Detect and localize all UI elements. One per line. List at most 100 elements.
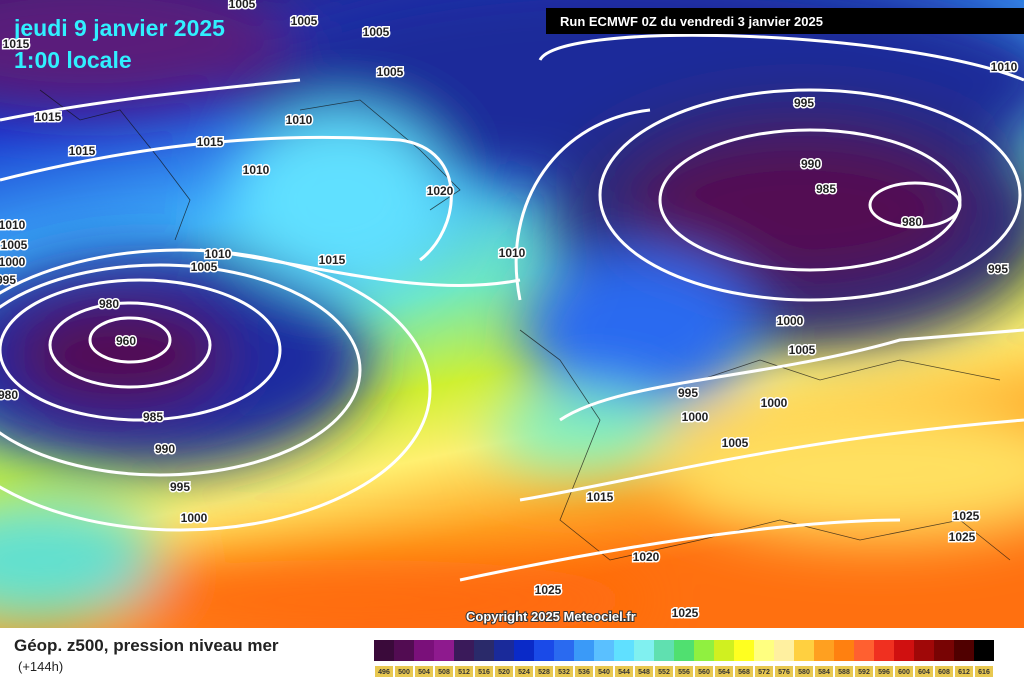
isobar-label: 1005 bbox=[789, 343, 816, 357]
isobar-label: 1000 bbox=[761, 396, 788, 410]
scale-label: 576 bbox=[778, 669, 790, 676]
scale-label: 608 bbox=[938, 669, 950, 676]
isobar-label: 1005 bbox=[722, 436, 749, 450]
scale-label-box bbox=[435, 666, 453, 677]
scale-label: 592 bbox=[858, 669, 870, 676]
isobar-label: 1005 bbox=[291, 14, 318, 28]
isobar-label: 980 bbox=[0, 388, 18, 402]
scale-label: 580 bbox=[798, 669, 810, 676]
scale-swatch bbox=[614, 640, 634, 661]
isobar-label: 995 bbox=[678, 386, 698, 400]
scale-swatch bbox=[834, 640, 854, 661]
scale-swatch bbox=[934, 640, 954, 661]
isobar-label: 1010 bbox=[286, 113, 313, 127]
scale-label: 548 bbox=[638, 669, 650, 676]
scale-label-box bbox=[395, 666, 413, 677]
scale-swatch bbox=[774, 640, 794, 661]
scale-label: 584 bbox=[818, 669, 830, 676]
scale-swatch bbox=[654, 640, 674, 661]
run-text: Run ECMWF 0Z du vendredi 3 janvier 2025 bbox=[560, 14, 823, 29]
scale-label: 532 bbox=[558, 669, 570, 676]
scale-label-box bbox=[755, 666, 773, 677]
copyright: Copyright 2025 Meteociel.fr bbox=[466, 609, 636, 624]
scale-label: 596 bbox=[878, 669, 890, 676]
isobar-label: 995 bbox=[170, 480, 190, 494]
scale-label: 616 bbox=[978, 669, 990, 676]
scale-label: 520 bbox=[498, 669, 510, 676]
scale-label-box bbox=[915, 666, 933, 677]
scale-label-box bbox=[515, 666, 533, 677]
isobar-label: 1010 bbox=[0, 218, 26, 232]
scale-label-box bbox=[795, 666, 813, 677]
isobar-label: 1025 bbox=[672, 606, 699, 620]
scale-label-box bbox=[875, 666, 893, 677]
scale-label: 572 bbox=[758, 669, 770, 676]
isobar-label: 1025 bbox=[949, 530, 976, 544]
isobar-label: 985 bbox=[143, 410, 163, 424]
scale-swatch bbox=[954, 640, 974, 661]
scale-label-box bbox=[895, 666, 913, 677]
isobar-label: 1025 bbox=[535, 583, 562, 597]
scale-label-box bbox=[615, 666, 633, 677]
isobar-label: 995 bbox=[988, 262, 1008, 276]
scale-swatch bbox=[794, 640, 814, 661]
scale-swatch bbox=[414, 640, 434, 661]
scale-label-box bbox=[575, 666, 593, 677]
scale-label-box bbox=[815, 666, 833, 677]
isobar-label: 1015 bbox=[35, 110, 62, 124]
isobar-label: 1010 bbox=[499, 246, 526, 260]
scale-label-box bbox=[495, 666, 513, 677]
scale-swatch bbox=[374, 640, 394, 661]
scale-swatch bbox=[634, 640, 654, 661]
isobar-label: 1015 bbox=[587, 490, 614, 504]
scale-label-box bbox=[455, 666, 473, 677]
scale-label: 568 bbox=[738, 669, 750, 676]
scale-label-box bbox=[675, 666, 693, 677]
isobar-label: 995 bbox=[794, 96, 814, 110]
scale-label: 512 bbox=[458, 669, 470, 676]
scale-label: 600 bbox=[898, 669, 910, 676]
scale-swatch bbox=[674, 640, 694, 661]
isobar-label: 1020 bbox=[633, 550, 660, 564]
scale-label: 528 bbox=[538, 669, 550, 676]
scale-swatch bbox=[754, 640, 774, 661]
isobar-label: 1025 bbox=[953, 509, 980, 523]
scale-swatch bbox=[454, 640, 474, 661]
scale-swatch bbox=[914, 640, 934, 661]
scale-label-box bbox=[735, 666, 753, 677]
scale-swatch bbox=[574, 640, 594, 661]
scale-swatch bbox=[594, 640, 614, 661]
isobar-label: 985 bbox=[816, 182, 836, 196]
scale-swatch bbox=[494, 640, 514, 661]
isobar-label: 1000 bbox=[0, 255, 26, 269]
scale-label-box bbox=[695, 666, 713, 677]
isobar-label: 1000 bbox=[682, 410, 709, 424]
scale-swatch bbox=[554, 640, 574, 661]
scale-swatch bbox=[534, 640, 554, 661]
scale-label-box bbox=[635, 666, 653, 677]
scale-swatch bbox=[734, 640, 754, 661]
isobar-label: 1000 bbox=[777, 314, 804, 328]
scale-label: 540 bbox=[598, 669, 610, 676]
scale-label: 552 bbox=[658, 669, 670, 676]
scale-label: 556 bbox=[678, 669, 690, 676]
isobar-label: 1015 bbox=[319, 253, 346, 267]
scale-label: 500 bbox=[398, 669, 410, 676]
legend-subtitle: (+144h) bbox=[18, 659, 63, 674]
scale-label-box bbox=[415, 666, 433, 677]
isobar-label: 1010 bbox=[991, 60, 1018, 74]
isobar-label: 1020 bbox=[427, 184, 454, 198]
scale-swatch bbox=[714, 640, 734, 661]
isobar-label: 1010 bbox=[205, 247, 232, 261]
scale-label-box bbox=[775, 666, 793, 677]
scale-swatch bbox=[434, 640, 454, 661]
geopotential-field bbox=[0, 0, 1024, 640]
scale-swatch bbox=[894, 640, 914, 661]
scale-swatch bbox=[874, 640, 894, 661]
scale-label-box bbox=[855, 666, 873, 677]
scale-label-box bbox=[655, 666, 673, 677]
scale-label-box bbox=[835, 666, 853, 677]
scale-label-box bbox=[555, 666, 573, 677]
